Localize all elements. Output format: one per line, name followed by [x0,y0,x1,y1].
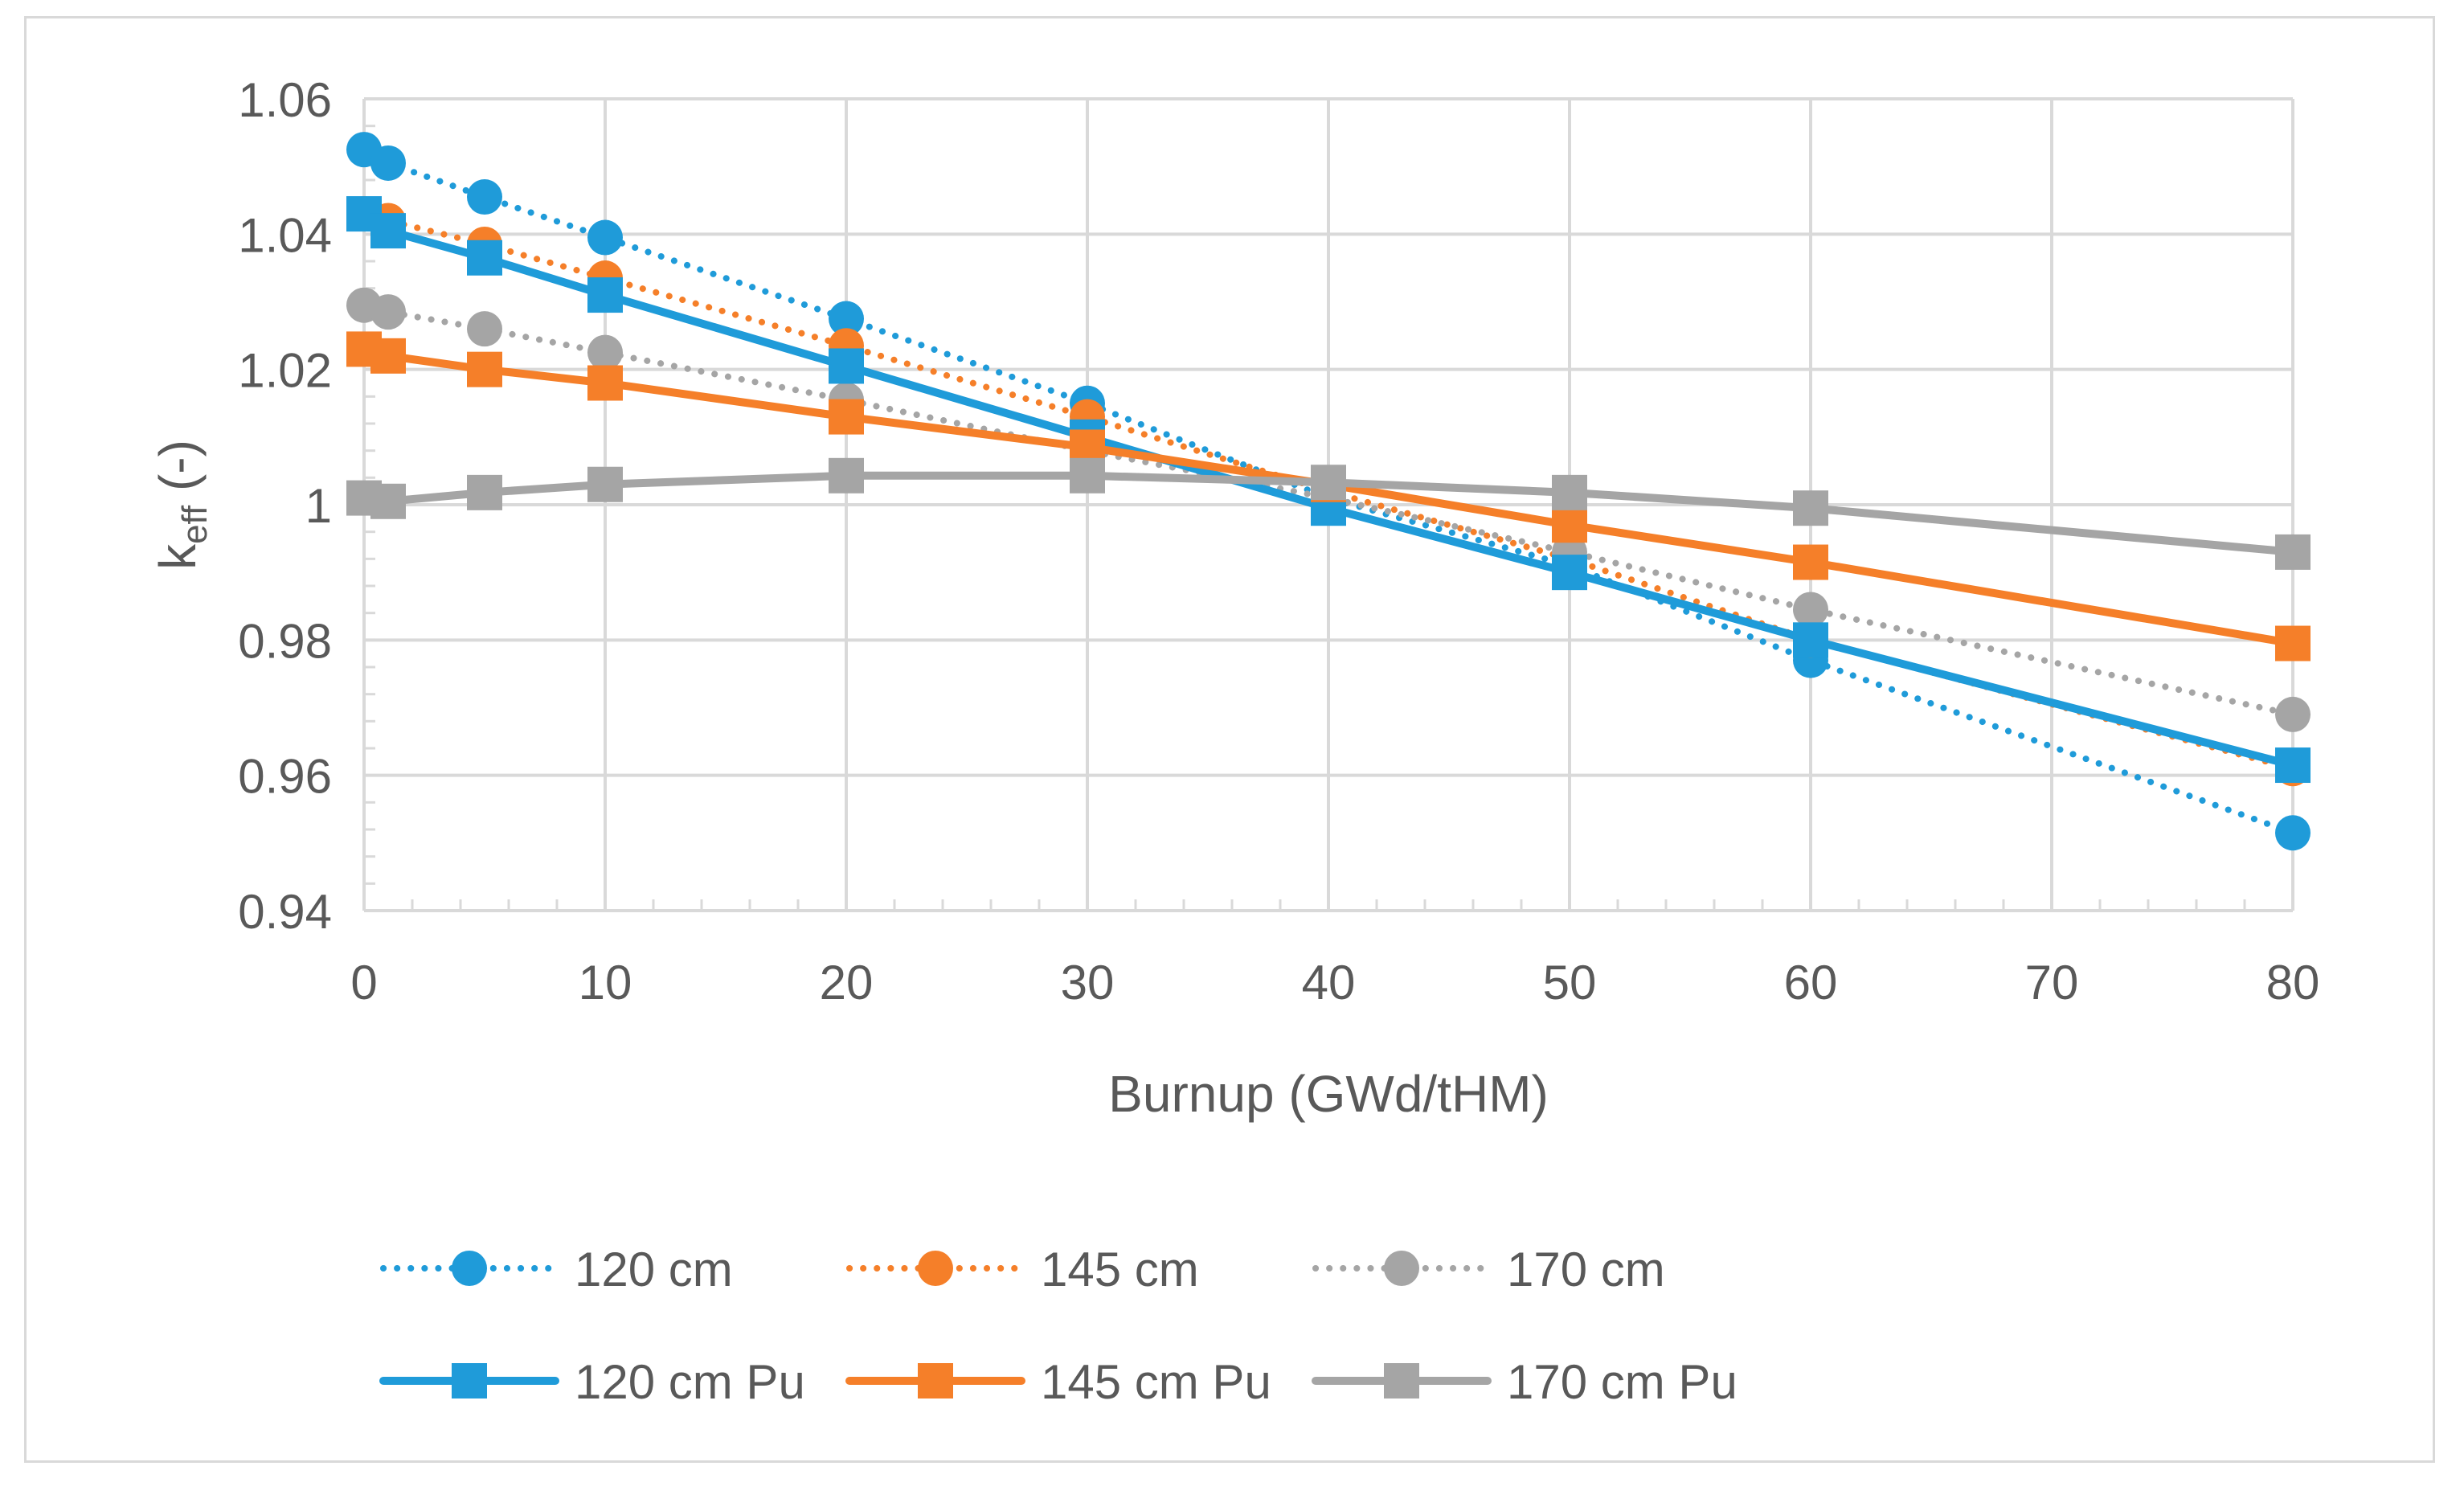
point-marker [1552,555,1587,591]
point-marker [1384,1251,1419,1286]
series-line-170-cm-pu [360,471,2297,556]
y-tick-label: 1.02 [238,344,332,398]
x-tick-label: 10 [579,956,632,1009]
x-tick-label: 70 [2025,956,2079,1009]
point-marker [1070,457,1105,493]
y-tick-label: 1.04 [238,208,332,262]
point-marker [467,311,502,347]
point-marker [587,466,623,502]
x-tick-label: 30 [1061,956,1115,1009]
point-marker [1793,490,1828,526]
point-marker [587,334,623,371]
point-marker [452,1251,487,1286]
point-marker [467,474,502,510]
point-marker [1384,1363,1419,1398]
series-line-145-cm-pu [360,345,2297,648]
y-axis-title: keff (-) [149,440,215,570]
y-axis-title-subscript: eff [175,505,215,544]
legend-item: 170 cm Pu [1312,1355,1737,1409]
x-tick-label: 80 [2266,956,2320,1009]
legend-label: 170 cm Pu [1507,1355,1737,1409]
y-tick-label: 0.96 [238,750,332,804]
y-tick-label: 1.06 [238,73,332,127]
point-marker [370,213,406,249]
legend-item: 145 cm Pu [845,1355,1271,1409]
point-marker [829,457,864,493]
axes: 0.94 0.96 0.98 1 1.02 1.04 1.06 0 10 20 30 40 50 60 70… [238,73,2319,1009]
legend-label: 120 cm [575,1243,733,1296]
point-marker [1311,465,1346,501]
y-tick-label: 1 [305,479,332,533]
point-marker [370,483,406,519]
y-tick-label: 0.98 [238,614,332,668]
point-marker [1793,544,1828,580]
series-layer [360,146,2297,837]
point-marker [452,1363,487,1398]
point-marker [587,219,623,256]
point-marker [2275,534,2311,570]
point-marker [587,365,623,401]
axis-labels: Burnup (GWd/tHM) keff (-) [149,440,1549,1123]
x-tick-label: 20 [820,956,874,1009]
point-marker [370,145,406,181]
line-chart: 0.94 0.96 0.98 1 1.02 1.04 1.06 0 10 20 30 40 50 60 70… [149,73,2319,1409]
point-marker [1793,622,1828,658]
x-tick-label: 40 [1302,956,1356,1009]
legend-label: 145 cm Pu [1041,1355,1271,1409]
point-marker [829,348,864,384]
x-tick-label: 0 [350,956,377,1009]
point-marker [467,240,502,276]
y-axis-title-main: k [149,543,207,570]
point-marker [467,351,502,387]
legend-label: 120 cm Pu [575,1355,805,1409]
legend-item: 120 cm [380,1243,733,1296]
y-axis-title-suffix: (-) [149,440,207,506]
point-marker [1552,507,1587,543]
point-marker [2275,747,2311,784]
point-marker [829,301,864,337]
point-marker [587,277,623,313]
point-marker [918,1363,953,1398]
marker-layer [346,132,2311,851]
point-marker [2275,815,2311,851]
point-marker [370,294,406,330]
point-marker [370,338,406,374]
legend-label: 145 cm [1041,1243,1199,1296]
chart-frame: 0.94 0.96 0.98 1 1.02 1.04 1.06 0 10 20 30 40 50 60 70… [24,16,2435,1463]
point-marker [1793,592,1828,628]
legend-label: 170 cm [1507,1243,1665,1296]
point-marker [829,399,864,435]
legend-item: 145 cm [846,1243,1199,1296]
series-line-120-cm-pu [360,210,2297,770]
point-marker [467,179,502,215]
point-marker [2275,625,2311,661]
legend-item: 170 cm [1312,1243,1665,1296]
legend-item: 120 cm Pu [379,1355,805,1409]
x-tick-label: 50 [1543,956,1597,1009]
point-marker [1552,474,1587,510]
point-marker [918,1251,953,1286]
y-tick-label: 0.94 [238,885,332,939]
point-marker [2275,696,2311,732]
x-tick-label: 60 [1784,956,1838,1009]
x-axis-title: Burnup (GWd/tHM) [1108,1065,1549,1123]
legend: 120 cm 145 cm 170 cm 120 cm Pu 145 cm Pu 170 … [379,1243,1737,1409]
